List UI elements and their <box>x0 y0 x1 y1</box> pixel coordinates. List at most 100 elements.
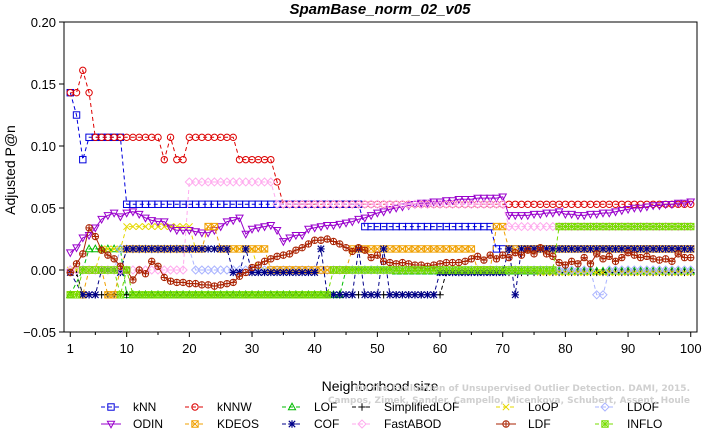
y-axis-label: Adjusted P@n <box>2 125 18 215</box>
point-fastabod <box>147 265 157 275</box>
point-cof <box>304 268 313 277</box>
point-knnw <box>179 155 187 164</box>
point-ldf <box>392 260 400 268</box>
point-ldf <box>649 255 657 263</box>
point-fastabod <box>410 199 420 209</box>
point-odin <box>661 200 671 210</box>
point-odin <box>529 210 539 220</box>
point-ldof <box>573 265 583 275</box>
point-fastabod <box>391 199 401 209</box>
point-cof <box>580 245 588 253</box>
point-inflo <box>185 291 194 299</box>
point-inflo <box>511 266 519 274</box>
point-loop <box>148 223 156 231</box>
point-cof <box>517 245 526 253</box>
point-inflo <box>210 291 219 299</box>
point-fastabod <box>272 199 282 209</box>
point-kdeos <box>499 222 507 231</box>
point-odin <box>673 199 683 208</box>
point-inflo <box>66 291 74 299</box>
point-ldf <box>599 255 607 263</box>
point-cof <box>417 291 425 299</box>
point-inflo <box>636 222 645 231</box>
point-odin <box>147 217 157 226</box>
point-odin <box>228 217 238 226</box>
point-inflo <box>129 291 137 299</box>
point-cof <box>630 245 639 253</box>
point-odin <box>310 224 320 233</box>
point-ldf <box>191 280 200 288</box>
point-inflo <box>687 222 695 231</box>
point-cof <box>336 291 344 299</box>
point-fastabod <box>209 177 220 187</box>
point-fastabod <box>353 199 364 209</box>
point-ldf <box>461 257 469 265</box>
point-cof <box>122 245 131 253</box>
point-inflo <box>248 291 256 299</box>
point-ldf <box>668 257 676 265</box>
point-cof <box>298 268 306 277</box>
point-ldf <box>386 258 394 267</box>
point-fastabod <box>284 199 295 209</box>
point-cof <box>273 268 281 277</box>
point-cof <box>687 245 695 253</box>
point-odin <box>153 218 163 227</box>
point-simplifiedlof <box>379 291 388 299</box>
plot-area <box>65 66 696 300</box>
point-odin <box>222 218 232 227</box>
point-odin <box>542 209 552 218</box>
point-inflo <box>141 291 150 299</box>
point-ldof <box>190 265 201 275</box>
point-ldof <box>566 265 577 275</box>
x-tick-label: 80 <box>558 341 572 356</box>
point-odin <box>272 227 282 236</box>
point-odin <box>178 227 188 236</box>
point-fastabod <box>378 199 389 209</box>
point-cof <box>649 245 657 253</box>
point-cof <box>198 245 206 253</box>
point-odin <box>285 234 295 243</box>
point-cof <box>611 245 620 253</box>
point-inflo <box>273 291 281 299</box>
point-inflo <box>561 222 570 231</box>
point-ldof <box>197 265 207 275</box>
legend-item-odin: ODIN <box>101 417 163 431</box>
point-knnw <box>154 133 162 142</box>
point-inflo <box>411 266 419 274</box>
point-ldof <box>604 265 614 275</box>
x-tick-label: 60 <box>433 341 447 356</box>
point-odin <box>366 212 376 221</box>
point-ldf <box>499 251 507 259</box>
point-inflo <box>624 222 632 231</box>
point-ldf <box>687 253 695 262</box>
point-inflo <box>116 291 125 299</box>
point-odin <box>579 212 589 221</box>
point-inflo <box>542 266 551 274</box>
point-inflo <box>442 266 451 274</box>
point-knnw <box>79 66 87 75</box>
point-loop <box>160 223 168 231</box>
point-inflo <box>235 291 244 299</box>
point-odin <box>623 205 633 215</box>
point-fastabod <box>366 199 376 209</box>
point-fastabod <box>266 177 276 187</box>
legend-marker-fastabod <box>357 419 367 429</box>
point-inflo <box>555 222 563 231</box>
point-cof <box>267 268 275 277</box>
point-fastabod <box>347 199 358 209</box>
point-odin <box>611 208 620 217</box>
point-inflo <box>336 266 344 274</box>
point-inflo <box>110 266 118 274</box>
point-ldof <box>660 265 671 275</box>
point-ldf <box>116 262 125 270</box>
legend-marker-knnw <box>191 403 199 411</box>
point-ldf <box>285 250 294 258</box>
point-inflo <box>605 222 613 231</box>
point-cof <box>248 268 256 277</box>
point-cof <box>542 245 551 253</box>
point-odin <box>335 220 345 229</box>
point-cof <box>593 245 601 253</box>
point-fastabod <box>416 199 426 209</box>
legend-label-loop: LoOP <box>528 400 559 414</box>
point-inflo <box>480 266 488 274</box>
